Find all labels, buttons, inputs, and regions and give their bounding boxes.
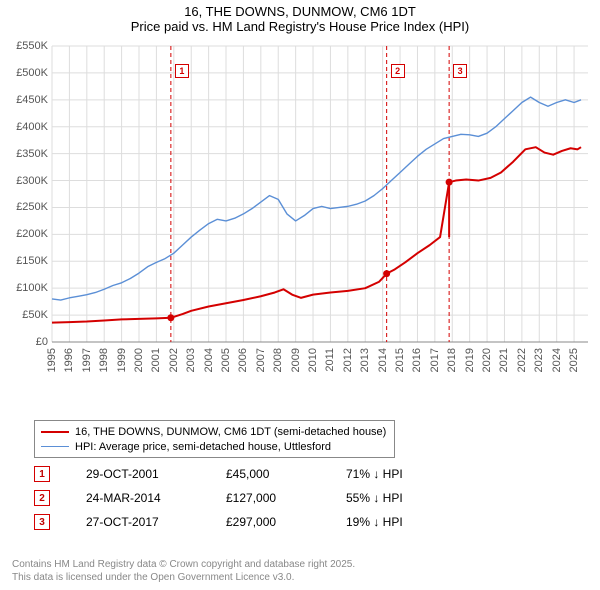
x-tick-label: 2000 [133,348,145,372]
x-tick-label: 1996 [63,348,75,372]
y-tick-label: £150K [8,255,48,267]
y-tick-label: £400K [8,121,48,133]
x-tick-label: 1997 [81,348,93,372]
x-tick-label: 2017 [429,348,441,372]
y-tick-label: £250K [8,201,48,213]
chart-area: £0 £50K £100K £150K £200K £250K £300K £350K £400… [8,42,592,412]
chart-marker-badge: 2 [391,64,405,78]
y-tick-label: £300K [8,175,48,187]
x-tick-label: 2003 [185,348,197,372]
y-tick-label: £100K [8,282,48,294]
y-tick-label: £0 [8,336,48,348]
legend-row: HPI: Average price, semi-detached house,… [41,439,386,454]
legend-label: HPI: Average price, semi-detached house,… [75,441,331,453]
x-tick-label: 1998 [98,348,110,372]
footer-line-1: Contains HM Land Registry data © Crown c… [12,559,355,572]
x-tick-label: 2021 [498,348,510,372]
transaction-badge: 2 [34,490,50,506]
transaction-badge: 1 [34,466,50,482]
transaction-price: £127,000 [226,491,346,505]
x-tick-label: 2010 [307,348,319,372]
legend-row: 16, THE DOWNS, DUNMOW, CM6 1DT (semi-det… [41,424,386,439]
transaction-row: 1 29-OCT-2001£45,00071% ↓ HPI [34,462,564,486]
transaction-row: 3 27-OCT-2017£297,00019% ↓ HPI [34,510,564,534]
x-tick-label: 2019 [464,348,476,372]
transaction-diff: 71% ↓ HPI [346,467,486,481]
footer-line-2: This data is licensed under the Open Gov… [12,572,355,585]
footer-attribution: Contains HM Land Registry data © Crown c… [12,559,355,584]
x-tick-label: 2022 [516,348,528,372]
y-tick-label: £500K [8,67,48,79]
x-tick-label: 2024 [551,348,563,372]
chart-marker-badge: 1 [175,64,189,78]
legend-label: 16, THE DOWNS, DUNMOW, CM6 1DT (semi-det… [75,426,386,438]
y-tick-label: £350K [8,148,48,160]
transaction-date: 27-OCT-2017 [86,515,226,529]
transaction-diff: 19% ↓ HPI [346,515,486,529]
title-address: 16, THE DOWNS, DUNMOW, CM6 1DT [0,4,600,19]
x-tick-label: 2004 [203,348,215,372]
transaction-date: 24-MAR-2014 [86,491,226,505]
x-tick-label: 2009 [290,348,302,372]
x-tick-label: 2014 [377,348,389,372]
x-tick-label: 2025 [568,348,580,372]
y-tick-label: £450K [8,94,48,106]
transaction-date: 29-OCT-2001 [86,467,226,481]
y-tick-label: £200K [8,228,48,240]
x-tick-label: 2012 [342,348,354,372]
transaction-diff: 55% ↓ HPI [346,491,486,505]
x-tick-label: 2020 [481,348,493,372]
x-tick-label: 2005 [220,348,232,372]
transactions-table: 1 29-OCT-2001£45,00071% ↓ HPI 2 24-MAR-2014… [34,462,564,534]
x-tick-label: 2018 [446,348,458,372]
x-tick-label: 2011 [324,348,336,372]
x-tick-label: 2015 [394,348,406,372]
legend: 16, THE DOWNS, DUNMOW, CM6 1DT (semi-det… [34,420,395,458]
legend-swatch [41,446,69,447]
chart-marker-badge: 3 [453,64,467,78]
transaction-badge: 3 [34,514,50,530]
x-tick-label: 2023 [533,348,545,372]
x-tick-label: 2002 [168,348,180,372]
x-tick-label: 2007 [255,348,267,372]
x-tick-label: 2013 [359,348,371,372]
legend-swatch [41,431,69,433]
x-tick-label: 2001 [150,348,162,372]
page-root: 16, THE DOWNS, DUNMOW, CM6 1DT Price pai… [0,0,600,590]
x-tick-label: 2016 [411,348,423,372]
transaction-price: £297,000 [226,515,346,529]
transaction-row: 2 24-MAR-2014£127,00055% ↓ HPI [34,486,564,510]
title-subtitle: Price paid vs. HM Land Registry's House … [0,19,600,34]
x-tick-label: 2006 [237,348,249,372]
chart-title-block: 16, THE DOWNS, DUNMOW, CM6 1DT Price pai… [0,0,600,34]
transaction-price: £45,000 [226,467,346,481]
y-tick-label: £550K [8,40,48,52]
y-tick-label: £50K [8,309,48,321]
x-tick-label: 1999 [116,348,128,372]
x-tick-label: 1995 [46,348,58,372]
x-tick-label: 2008 [272,348,284,372]
